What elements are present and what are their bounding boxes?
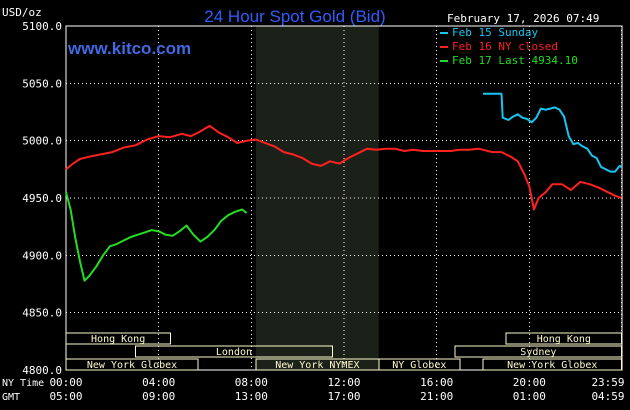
x-tick-label: 05:00 (49, 390, 82, 403)
chart-datetime: February 17, 2026 07:49 (447, 12, 599, 25)
session-label: Sydney (520, 347, 556, 358)
series-lines (65, 92, 623, 282)
y-tick-label: 5050.0 (22, 77, 62, 90)
session-label: London (216, 347, 252, 358)
x-tick-label: 04:00 (142, 376, 175, 389)
x-tick-labels: NY Time 00:00 04:00 08:00 12:00 16:00 20:00 23:… (2, 376, 625, 403)
y-tick-label: 4850.0 (22, 307, 62, 320)
session-box (454, 345, 623, 358)
session-box (135, 345, 333, 358)
legend-label: Feb 17 Last 4934.10 (452, 54, 578, 67)
session-label: Hong Kong (537, 334, 591, 345)
y-tick-label: 4800.0 (22, 364, 62, 377)
session-box (378, 358, 461, 371)
y-tick-label: 5000.0 (22, 135, 62, 148)
x-tick-label: 20:00 (513, 376, 546, 389)
x-tick-label: 12:00 (327, 376, 360, 389)
x-tick-label: 01:00 (513, 390, 546, 403)
session-label: Hong Kong (91, 334, 145, 345)
x-tick-label: 23:59 (591, 376, 624, 389)
x-tick-label: 00:00 (49, 376, 82, 389)
x-tick-label: 21:00 (420, 390, 453, 403)
chart-title: 24 Hour Spot Gold (Bid) (204, 7, 385, 26)
session-bars: Hong Kong London New York Globex New York N… (65, 332, 623, 371)
session-label: New York NYMEX (275, 360, 359, 371)
session-box (482, 358, 623, 371)
x-tick-label: 09:00 (142, 390, 175, 403)
series-line-1 (483, 92, 623, 173)
kitco-watermark: www.kitco.com (67, 39, 191, 58)
x-tick-label: 04:59 (591, 390, 624, 403)
y-tick-label: 4900.0 (22, 249, 62, 262)
x-tick-label: 08:00 (235, 376, 268, 389)
y-tick-labels: 5100.0 5050.0 5000.0 4950.0 4900.0 4850.0 4800… (22, 20, 62, 377)
legend-label: Feb 15 Sunday (452, 26, 538, 39)
series-line-2 (65, 124, 622, 211)
session-label: New York Globex (87, 360, 177, 371)
x-tick-label: 17:00 (327, 390, 360, 403)
series-line-3 (65, 192, 248, 282)
legend-label: Feb 16 NY closed (452, 40, 558, 53)
y-tick-label: 5100.0 (22, 20, 62, 33)
session-box (65, 358, 199, 371)
session-box (505, 332, 623, 345)
x-axis-row-label: GMT (2, 392, 20, 403)
session-label: NY Globex (392, 360, 446, 371)
session-label: New York Globex (507, 360, 597, 371)
y-tick-label: 4950.0 (22, 192, 62, 205)
session-box (65, 332, 171, 345)
x-tick-label: 16:00 (420, 376, 453, 389)
x-axis-row-label: NY Time (2, 378, 44, 389)
y-unit-label: USD/oz (2, 6, 42, 19)
x-tick-label: 13:00 (235, 390, 268, 403)
